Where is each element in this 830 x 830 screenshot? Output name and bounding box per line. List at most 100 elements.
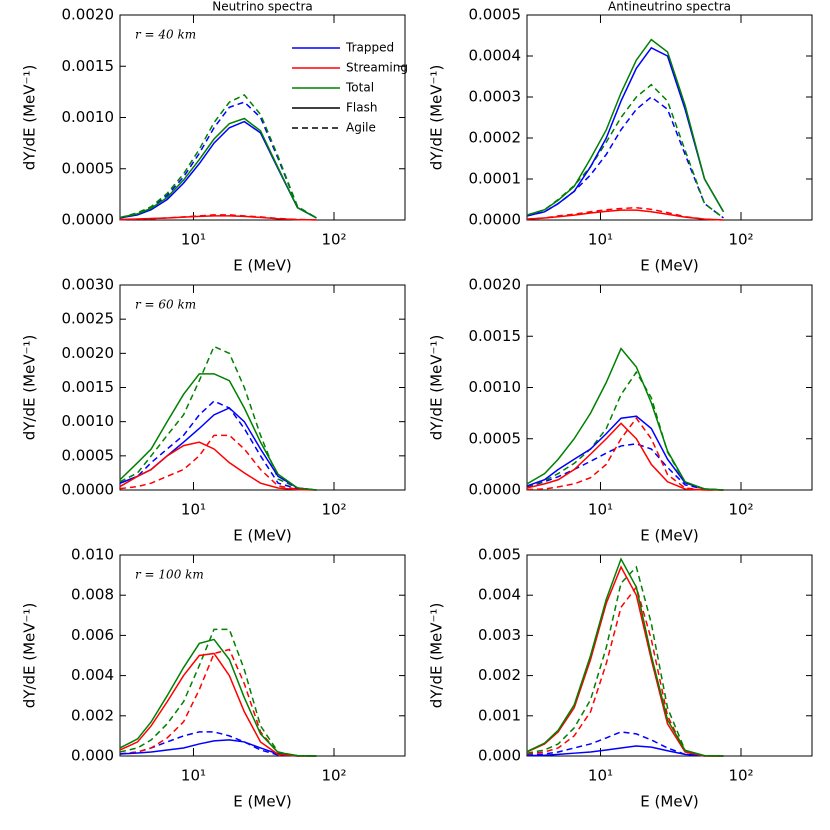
- legend-label: Trapped: [345, 41, 394, 55]
- line-series: [119, 215, 317, 221]
- x-axis-label: E (MeV): [640, 793, 698, 811]
- x-tick-label: 10¹: [588, 501, 613, 519]
- line-series: [526, 416, 724, 491]
- x-tick-label: 10²: [321, 231, 346, 249]
- y-tick-label: 0.010: [71, 546, 114, 564]
- line-series: [119, 120, 317, 219]
- line-series: [526, 38, 725, 216]
- y-axis-label: dY/dE (MeV⁻¹): [428, 603, 446, 709]
- y-tick-label: 0.000: [71, 747, 114, 765]
- line-series: [526, 96, 724, 219]
- y-tick-label: 0.004: [71, 666, 114, 684]
- line-series: [526, 557, 724, 757]
- line-series: [119, 373, 317, 491]
- y-axis-label: dY/dE (MeV⁻¹): [21, 603, 39, 709]
- y-tick-label: 0.0015: [469, 327, 522, 345]
- line-series: [119, 441, 317, 491]
- line-series: [119, 652, 317, 757]
- y-tick-label: 0.002: [478, 666, 521, 684]
- y-tick-label: 0.0000: [469, 211, 522, 229]
- y-tick-label: 0.0015: [62, 57, 115, 75]
- y-tick-label: 0.0005: [469, 429, 522, 447]
- line-series: [119, 434, 317, 491]
- y-tick-label: 0.001: [478, 706, 521, 724]
- annotation: r = 100 km: [135, 568, 204, 582]
- x-tick-label: 10¹: [181, 501, 206, 519]
- y-tick-label: 0.0020: [62, 6, 115, 24]
- y-tick-label: 0.0001: [469, 170, 522, 188]
- x-axis-label: E (MeV): [640, 527, 698, 545]
- x-tick-label: 10¹: [181, 767, 206, 785]
- y-tick-label: 0.0000: [469, 481, 522, 499]
- y-tick-label: 0.0030: [62, 276, 115, 294]
- legend-label: Streaming: [346, 61, 408, 75]
- y-tick-label: 0.0010: [62, 108, 115, 126]
- line-series: [526, 585, 724, 757]
- x-axis-label: E (MeV): [233, 793, 291, 811]
- y-tick-label: 0.0000: [62, 481, 115, 499]
- legend-label: Flash: [346, 101, 377, 115]
- y-axis-label: dY/dE (MeV⁻¹): [428, 65, 446, 171]
- legend-label: Total: [345, 81, 374, 95]
- y-tick-label: 0.000: [478, 747, 521, 765]
- y-tick-label: 0.0010: [469, 378, 522, 396]
- y-axis-label: dY/dE (MeV⁻¹): [21, 335, 39, 441]
- line-series: [526, 83, 724, 219]
- y-tick-label: 0.0005: [62, 159, 115, 177]
- x-tick-label: 10²: [321, 501, 346, 519]
- y-tick-label: 0.0025: [62, 310, 115, 328]
- y-tick-label: 0.0003: [469, 88, 522, 106]
- line-series: [119, 638, 317, 757]
- x-axis-label: E (MeV): [233, 527, 291, 545]
- x-tick-label: 10²: [321, 767, 346, 785]
- line-series: [526, 347, 724, 491]
- y-tick-label: 0.0020: [469, 276, 522, 294]
- plot-frame: [526, 284, 813, 491]
- line-series: [119, 628, 317, 757]
- chart-title: Antineutrino spectra: [608, 0, 731, 14]
- line-series: [526, 415, 724, 491]
- y-tick-label: 0.005: [478, 546, 521, 564]
- x-axis-label: E (MeV): [640, 257, 698, 275]
- x-axis-label: E (MeV): [233, 257, 291, 275]
- line-series: [526, 565, 724, 757]
- y-axis-label: dY/dE (MeV⁻¹): [21, 65, 39, 171]
- y-tick-label: 0.006: [71, 626, 114, 644]
- y-tick-label: 0.0004: [469, 47, 522, 65]
- x-tick-label: 10¹: [181, 231, 206, 249]
- chart-title: Neutrino spectra: [212, 0, 313, 14]
- line-series: [526, 443, 724, 491]
- plot-frame: [526, 14, 813, 221]
- line-series: [119, 345, 317, 491]
- line-series: [526, 370, 724, 491]
- line-series: [119, 407, 317, 491]
- y-tick-label: 0.0010: [62, 412, 115, 430]
- line-series: [119, 117, 317, 219]
- x-tick-label: 10²: [728, 231, 753, 249]
- line-series: [119, 101, 317, 219]
- line-series: [526, 209, 724, 221]
- line-series: [119, 94, 317, 219]
- annotation: r = 40 km: [135, 28, 196, 42]
- line-series: [526, 565, 724, 757]
- y-tick-label: 0.002: [71, 706, 114, 724]
- legend-label: Agile: [346, 121, 376, 135]
- annotation: r = 60 km: [135, 298, 196, 312]
- y-tick-label: 0.0020: [62, 344, 115, 362]
- line-series: [526, 206, 724, 221]
- y-tick-label: 0.004: [478, 586, 521, 604]
- y-tick-label: 0.008: [71, 586, 114, 604]
- x-tick-label: 10²: [728, 767, 753, 785]
- line-series: [526, 745, 724, 757]
- y-tick-label: 0.0005: [469, 6, 522, 24]
- y-axis-label: dY/dE (MeV⁻¹): [428, 335, 446, 441]
- x-tick-label: 10¹: [588, 767, 613, 785]
- y-tick-label: 0.0002: [469, 129, 522, 147]
- y-tick-label: 0.0015: [62, 378, 115, 396]
- line-series: [119, 400, 317, 491]
- x-tick-label: 10²: [728, 501, 753, 519]
- line-series: [526, 46, 725, 217]
- line-series: [526, 422, 724, 491]
